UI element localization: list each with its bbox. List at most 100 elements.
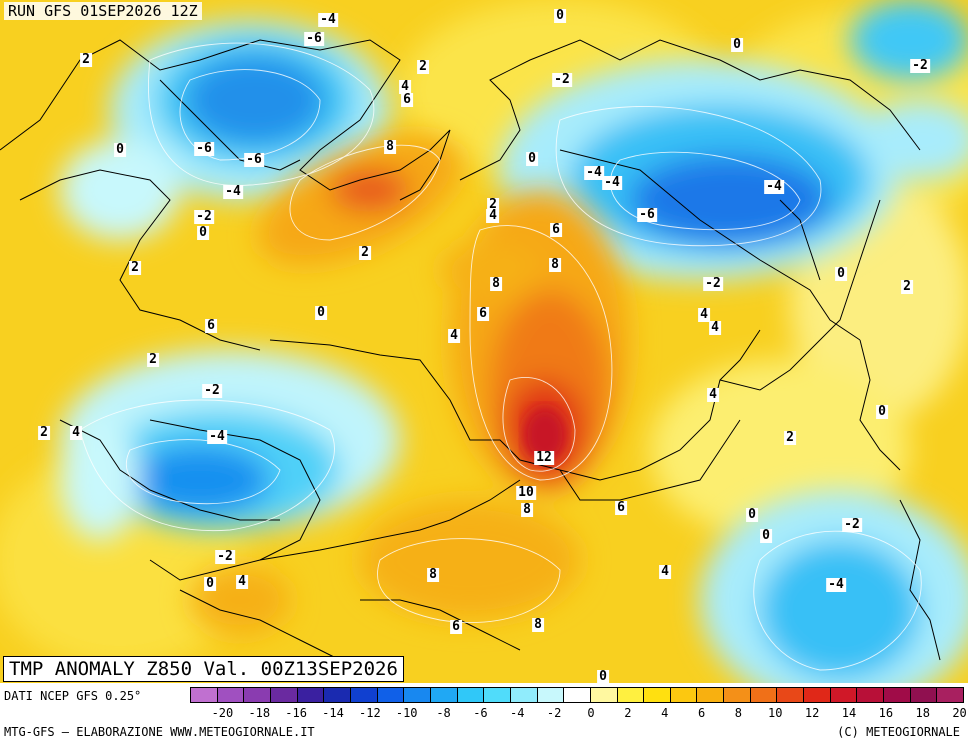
legend-tick-label: 14 xyxy=(841,706,857,720)
legend-swatch xyxy=(297,688,325,702)
legend-tick-label: -10 xyxy=(395,706,418,720)
legend-swatch xyxy=(804,688,831,702)
contour-value-label: 8 xyxy=(549,257,561,272)
contour-value-label: 0 xyxy=(197,225,209,240)
legend-swatch xyxy=(510,688,538,702)
credit-text: MTG-GFS — ELABORAZIONE WWW.METEOGIORNALE… xyxy=(4,725,315,739)
legend-tick-label: -6 xyxy=(473,706,488,720)
contour-value-label: 8 xyxy=(384,139,396,154)
legend-swatch xyxy=(457,688,485,702)
contour-value-label: 4 xyxy=(487,208,499,223)
contour-value-label: 0 xyxy=(526,151,538,166)
legend-footer: DATI NCEP GFS 0.25° -20 -18 -16 -14 -12 -10 -8… xyxy=(0,683,968,745)
contour-value-label: -4 xyxy=(207,429,227,444)
legend-swatch xyxy=(670,688,698,702)
legend-swatch xyxy=(937,688,964,702)
contour-value-label: 2 xyxy=(417,59,429,74)
contour-value-label: 2 xyxy=(38,425,50,440)
contour-value-label: 6 xyxy=(450,619,462,634)
legend-tick-label: 0 xyxy=(587,706,595,720)
contour-value-label: 0 xyxy=(835,266,847,281)
legend-swatch xyxy=(910,688,938,702)
contour-value-label: -6 xyxy=(304,31,324,46)
legend-tick-label: 16 xyxy=(878,706,894,720)
legend-swatch xyxy=(191,688,218,702)
legend-swatch xyxy=(644,688,671,702)
legend-swatch xyxy=(724,688,751,702)
contour-value-label: 8 xyxy=(532,617,544,632)
contour-value-label: -6 xyxy=(637,207,657,222)
contour-value-label: 2 xyxy=(901,279,913,294)
contour-value-label: 4 xyxy=(659,564,671,579)
contour-value-label: 4 xyxy=(448,328,460,343)
legend-tick-label: 8 xyxy=(734,706,743,720)
contour-value-label: 8 xyxy=(521,502,533,517)
legend-tick-label: -4 xyxy=(510,706,525,720)
contour-value-label: -6 xyxy=(194,141,214,156)
legend-swatch xyxy=(350,688,378,702)
contour-value-label: 4 xyxy=(709,320,721,335)
contour-value-label: 2 xyxy=(80,52,92,67)
legend-swatch xyxy=(590,688,618,702)
contour-value-label: -6 xyxy=(244,152,264,167)
data-source: DATI NCEP GFS 0.25° xyxy=(4,689,142,703)
contour-value-label: 4 xyxy=(698,307,710,322)
run-label: RUN GFS 01SEP2026 12Z xyxy=(4,2,202,20)
legend-tick-label: -8 xyxy=(436,706,451,720)
contour-value-label: 4 xyxy=(70,425,82,440)
legend-tick-label: -16 xyxy=(285,706,307,720)
legend-swatch xyxy=(404,688,431,702)
legend-swatch xyxy=(564,688,591,702)
contour-value-label: -4 xyxy=(764,179,784,194)
contour-value-label: 6 xyxy=(205,318,217,333)
legend-tick-label: 4 xyxy=(661,706,669,720)
isolines xyxy=(79,42,922,671)
legend-swatch xyxy=(484,688,511,702)
contour-value-label: -2 xyxy=(215,549,235,564)
contour-value-label: -4 xyxy=(602,175,622,190)
temperature-anomaly-map: RUN GFS 01SEP2026 12Z -4 -6 0 0 -2 2 4 6 2 -6 -6 0-… xyxy=(0,0,968,683)
contour-value-label: -2 xyxy=(552,72,572,87)
legend-swatch xyxy=(750,688,778,702)
map-fields xyxy=(0,0,968,683)
contour-value-label: -4 xyxy=(584,165,604,180)
legend-tick-label: -2 xyxy=(546,706,562,720)
contour-value-label: 0 xyxy=(315,305,327,320)
contour-value-label: 0 xyxy=(597,669,609,683)
legend-tick-label: 2 xyxy=(624,706,632,720)
contour-value-label: 0 xyxy=(876,404,888,419)
legend-tick-label: 12 xyxy=(804,706,820,720)
legend-swatch xyxy=(377,688,405,702)
legend-tick-label: 10 xyxy=(768,706,783,720)
map-title: TMP ANOMALY Z850 Val. 00Z13SEP2026 xyxy=(3,656,404,682)
contour-value-label: -2 xyxy=(202,383,222,398)
contour-value-label: 0 xyxy=(760,528,772,543)
contour-value-label: 0 xyxy=(746,507,758,522)
color-scale-bar xyxy=(190,687,964,703)
legend-swatch xyxy=(537,688,565,702)
legend-tick-label: 20 xyxy=(952,706,967,720)
legend-swatch xyxy=(217,688,245,702)
contour-value-label: 6 xyxy=(477,306,489,321)
contour-value-label: -2 xyxy=(194,209,214,224)
legend-swatch xyxy=(270,688,298,702)
legend-swatch xyxy=(324,688,351,702)
contour-value-label: -4 xyxy=(223,184,243,199)
contour-value-label: 0 xyxy=(731,37,743,52)
contour-value-label: 6 xyxy=(615,500,627,515)
legend-tick-label: -12 xyxy=(359,706,381,720)
legend-swatch xyxy=(430,688,458,702)
legend-swatch xyxy=(830,688,858,702)
legend-swatch xyxy=(857,688,885,702)
contour-value-label: 6 xyxy=(401,92,413,107)
contour-value-label: 0 xyxy=(204,576,216,591)
contour-value-label: -2 xyxy=(910,58,930,73)
legend-swatch xyxy=(617,688,645,702)
contour-value-label: 2 xyxy=(129,260,141,275)
legend-tick-label: -20 xyxy=(211,706,234,720)
contour-value-label: 2 xyxy=(147,352,159,367)
contour-value-label: 2 xyxy=(784,430,796,445)
contour-value-label: 4 xyxy=(707,387,719,402)
contour-value-label: 10 xyxy=(516,485,536,500)
